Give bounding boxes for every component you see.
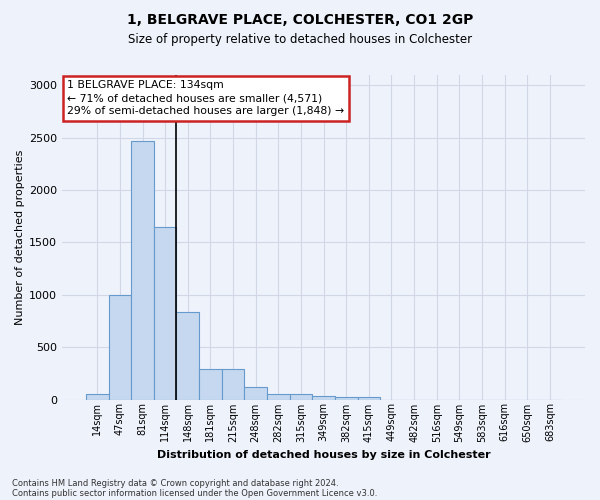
- Text: Contains public sector information licensed under the Open Government Licence v3: Contains public sector information licen…: [12, 488, 377, 498]
- Bar: [244, 388, 267, 400]
- Bar: [222, 369, 244, 400]
- Text: 1, BELGRAVE PLACE, COLCHESTER, CO1 2GP: 1, BELGRAVE PLACE, COLCHESTER, CO1 2GP: [127, 12, 473, 26]
- X-axis label: Distribution of detached houses by size in Colchester: Distribution of detached houses by size …: [157, 450, 490, 460]
- Bar: [335, 398, 358, 400]
- Bar: [312, 396, 335, 400]
- Bar: [109, 295, 131, 400]
- Bar: [358, 397, 380, 400]
- Bar: [199, 369, 222, 400]
- Bar: [290, 394, 312, 400]
- Bar: [131, 141, 154, 400]
- Bar: [86, 394, 109, 400]
- Bar: [267, 394, 290, 400]
- Y-axis label: Number of detached properties: Number of detached properties: [15, 150, 25, 325]
- Bar: [176, 312, 199, 400]
- Text: 1 BELGRAVE PLACE: 134sqm
← 71% of detached houses are smaller (4,571)
29% of sem: 1 BELGRAVE PLACE: 134sqm ← 71% of detach…: [67, 80, 344, 116]
- Bar: [154, 227, 176, 400]
- Text: Contains HM Land Registry data © Crown copyright and database right 2024.: Contains HM Land Registry data © Crown c…: [12, 478, 338, 488]
- Text: Size of property relative to detached houses in Colchester: Size of property relative to detached ho…: [128, 32, 472, 46]
